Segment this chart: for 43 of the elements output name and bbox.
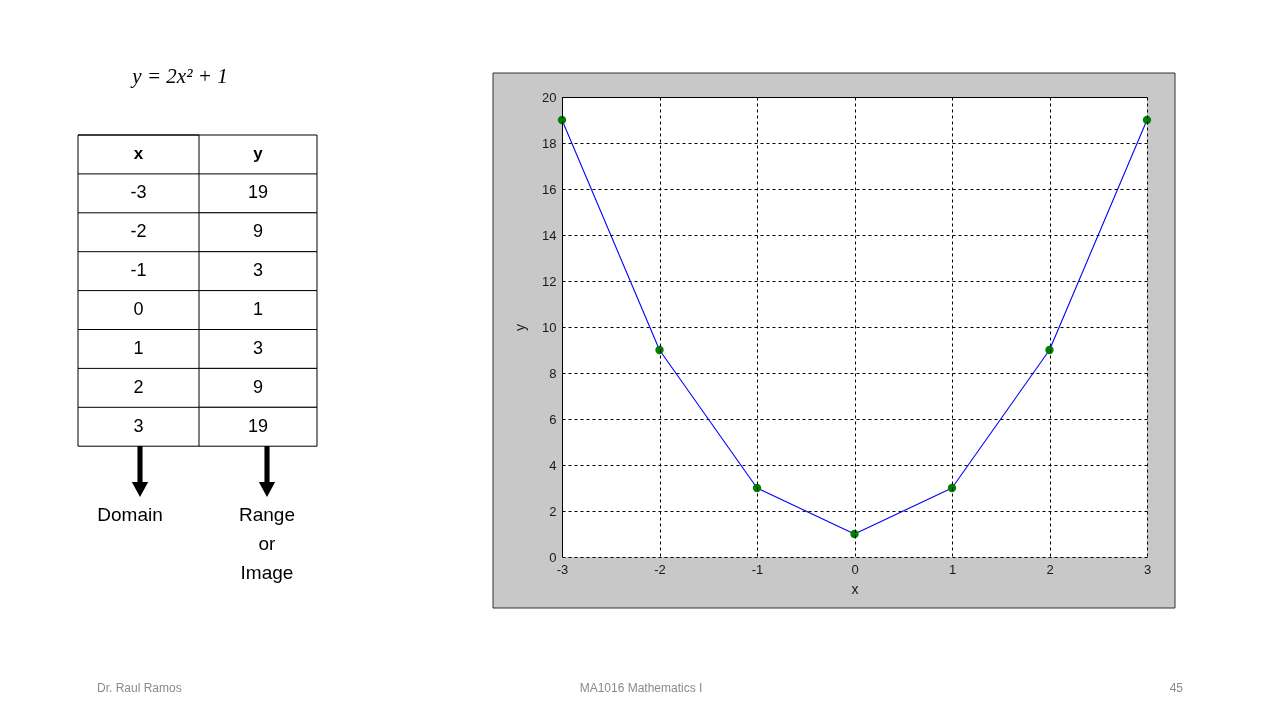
y-tick-label: 2 — [133, 376, 144, 397]
y-tick-label: -1 — [130, 260, 147, 281]
y-tick-label: 1 — [133, 337, 144, 358]
y-tick-label: 20 — [542, 89, 557, 105]
y-tick-label: 10 — [542, 319, 557, 335]
y-tick-label: 0 — [549, 549, 557, 565]
y-tick-label: 18 — [542, 135, 557, 151]
y-tick-label: 4 — [549, 457, 557, 473]
text: MA1016 Mathematics I — [579, 681, 703, 695]
data-label: 19 — [247, 415, 269, 436]
y-tick-label: 2 — [549, 503, 557, 519]
data-label: 1 — [252, 299, 264, 320]
data-label: 3 — [252, 260, 264, 281]
y-tick-label: 3 — [133, 415, 144, 436]
point — [655, 345, 664, 355]
text: Domain — [97, 504, 163, 525]
x-tick-label: -1 — [751, 561, 764, 577]
y-tick-label: 12 — [542, 273, 557, 289]
y-tick-label: -2 — [130, 221, 147, 242]
point — [850, 529, 859, 539]
text: 45 — [1169, 681, 1184, 695]
y-axis-title: y — [512, 324, 529, 331]
text: Dr. Raul Ramos — [97, 681, 182, 695]
y-axis-title: x — [133, 144, 144, 164]
text: Range or Image — [239, 504, 295, 583]
x-tick-label: 3 — [1143, 561, 1152, 577]
x-tick-label: 1 — [948, 561, 957, 577]
y-tick-label: -3 — [130, 182, 147, 203]
y-tick-label: 14 — [542, 227, 557, 243]
y-tick-label: 8 — [549, 365, 557, 381]
point — [1045, 345, 1054, 355]
x-tick-label: -2 — [654, 561, 666, 577]
data-label: 9 — [252, 376, 264, 397]
chart-title: y = 2x² + 1 — [130, 64, 228, 88]
x-tick-label: 0 — [851, 561, 859, 577]
data-label: 3 — [252, 337, 264, 358]
y-tick-label: 6 — [549, 411, 557, 427]
data-label: 9 — [252, 221, 264, 242]
x-tick-label: 2 — [1046, 561, 1054, 577]
data-label: 19 — [247, 182, 269, 203]
x-axis-title: x — [851, 580, 859, 597]
y-tick-label: 0 — [133, 299, 144, 320]
y-tick-label: 16 — [542, 181, 557, 197]
